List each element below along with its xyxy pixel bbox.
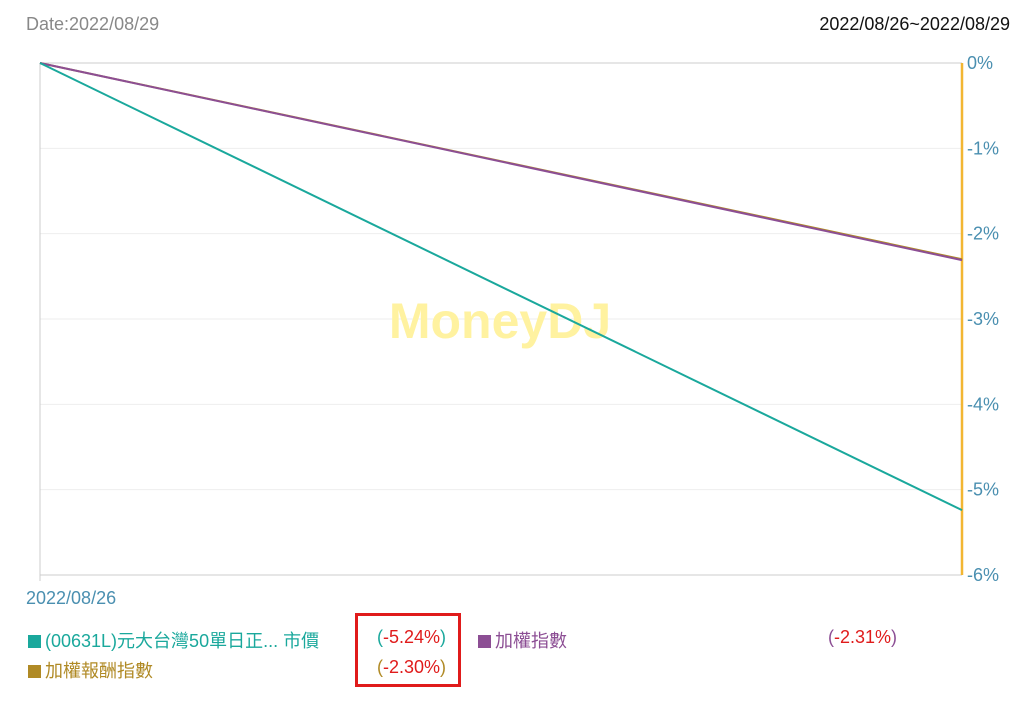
series [39,62,963,512]
legend-item-taiex[interactable]: 加權指數 [478,627,567,653]
grid [40,147,962,491]
legend-number: -5.24% [383,627,441,647]
legend-label: 加權指數 [495,631,567,651]
series-line [39,62,963,512]
date-range-label: 2022/08/26~2022/08/29 [819,14,1010,34]
legend-value-taiex-return: (-2.30%) [377,657,446,678]
paren-close: ) [891,627,898,647]
highlight-box [355,613,461,687]
legend-item-taiex-return[interactable]: 加權報酬指數 [28,657,153,683]
y-tick-label: 0% [967,53,993,73]
y-tick-label: -6% [967,565,999,585]
y-tick-label: -5% [967,480,999,500]
legend-value-00631l: (-5.24%) [377,627,446,648]
legend-item-00631l[interactable]: (00631L)元大台灣50單日正... 市價 [28,627,319,653]
paren-open: ( [828,627,834,647]
y-tick-label: -1% [967,138,999,158]
legend-label: (00631L)元大台灣50單日正... 市價 [45,631,320,651]
legend-number: -2.31% [834,627,892,647]
watermark: MoneyDJ [389,293,611,349]
series-line [39,62,963,262]
y-tick-label: -3% [967,309,999,329]
paren-open: ( [377,657,383,677]
legend-swatch [28,665,41,678]
x-tick-label: 2022/08/26 [26,588,117,608]
paren-close: ) [440,627,447,647]
paren-open: ( [377,627,383,647]
legend-number: -2.30% [383,657,441,677]
legend-swatch [478,635,491,648]
paren-close: ) [440,657,447,677]
y-ticks: 0% -1% -2% -3% -4% -5% -6% [967,53,999,585]
y-tick-label: -4% [967,394,999,414]
axes [39,62,964,581]
legend-label: 加權報酬指數 [45,661,153,681]
legend-value-taiex: (-2.31%) [828,627,897,648]
y-tick-label: -2% [967,224,999,244]
date-label: Date:2022/08/29 [26,14,160,34]
legend-swatch [28,635,41,648]
